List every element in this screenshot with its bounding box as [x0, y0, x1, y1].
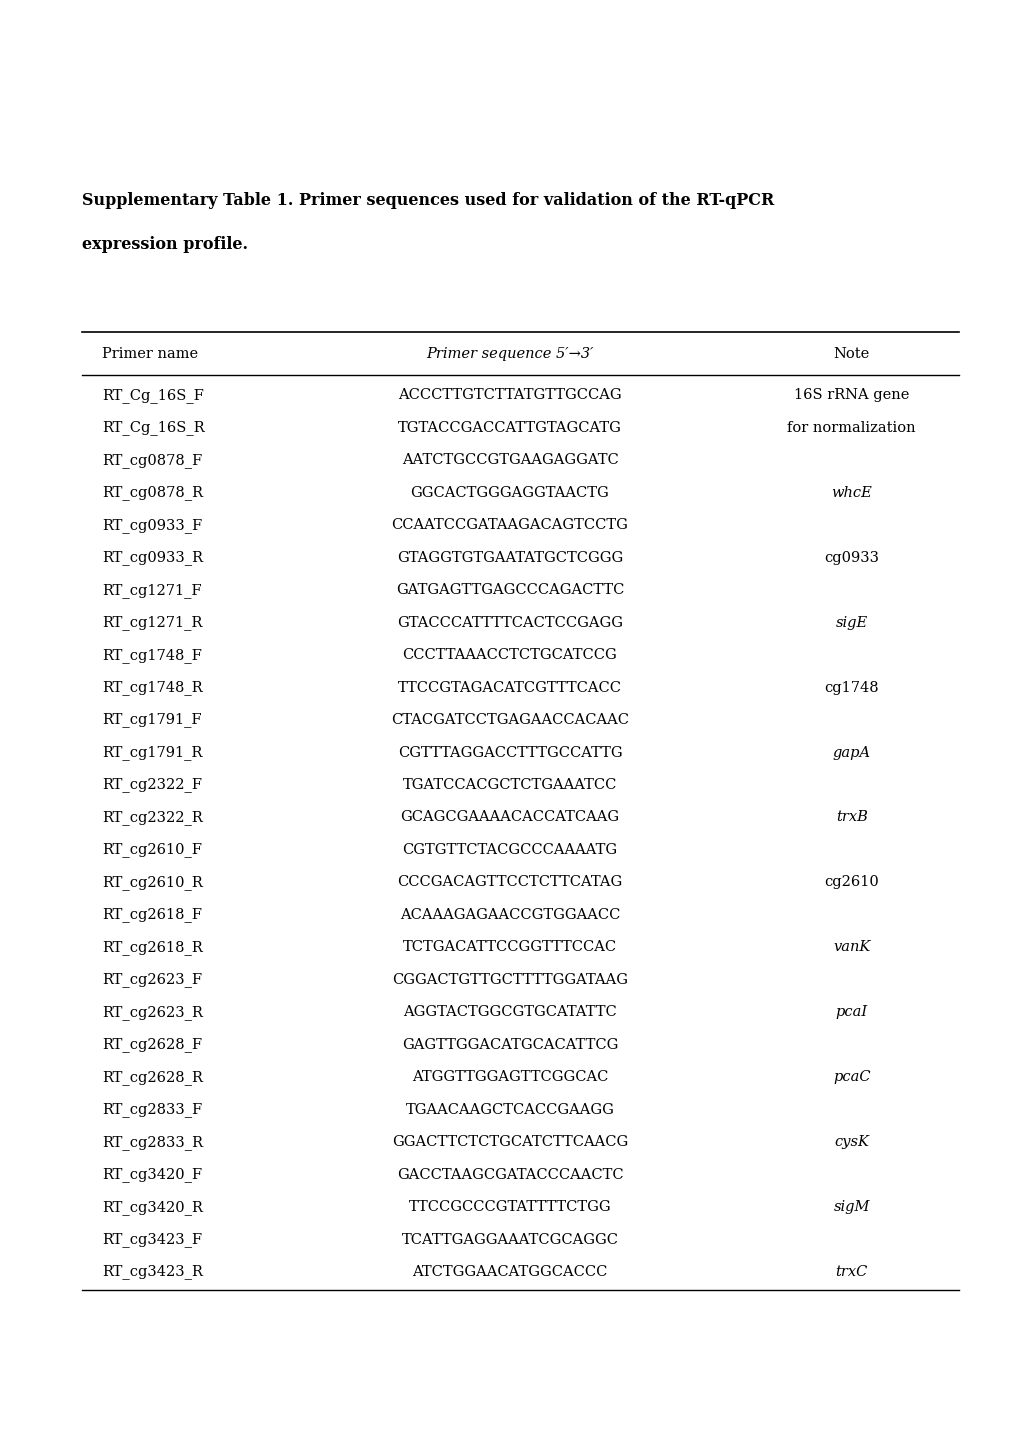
Text: trxC: trxC	[835, 1266, 867, 1278]
Text: expression profile.: expression profile.	[82, 235, 248, 253]
Text: for normalization: for normalization	[787, 421, 915, 434]
Text: whcE: whcE	[830, 486, 871, 499]
Text: vanK: vanK	[833, 941, 869, 954]
Text: RT_cg1271_F: RT_cg1271_F	[102, 583, 202, 597]
Text: TTCCGCCCGTATTTTCTGG: TTCCGCCCGTATTTTCTGG	[409, 1201, 610, 1214]
Text: RT_cg1791_F: RT_cg1791_F	[102, 713, 202, 727]
Text: GAGTTGGACATGCACATTCG: GAGTTGGACATGCACATTCG	[401, 1038, 618, 1052]
Text: ATGGTTGGAGTTCGGCAC: ATGGTTGGAGTTCGGCAC	[412, 1071, 607, 1084]
Text: TGATCCACGCTCTGAAATCC: TGATCCACGCTCTGAAATCC	[403, 778, 616, 792]
Text: GGCACTGGGAGGTAACTG: GGCACTGGGAGGTAACTG	[411, 486, 608, 499]
Text: CCCGACAGTTCCTCTTCATAG: CCCGACAGTTCCTCTTCATAG	[397, 876, 622, 889]
Text: gapA: gapA	[832, 746, 870, 759]
Text: TCTGACATTCCGGTTTCCAC: TCTGACATTCCGGTTTCCAC	[403, 941, 616, 954]
Text: AGGTACTGGCGTGCATATTC: AGGTACTGGCGTGCATATTC	[403, 1006, 616, 1019]
Text: trxB: trxB	[835, 811, 867, 824]
Text: sigM: sigM	[833, 1201, 869, 1214]
Text: GTACCCATTTTCACTCCGAGG: GTACCCATTTTCACTCCGAGG	[396, 616, 623, 629]
Text: RT_cg1791_R: RT_cg1791_R	[102, 745, 202, 760]
Text: GACCTAAGCGATACCCAACTC: GACCTAAGCGATACCCAACTC	[396, 1167, 623, 1182]
Text: RT_cg2833_F: RT_cg2833_F	[102, 1102, 202, 1117]
Text: RT_cg1748_R: RT_cg1748_R	[102, 680, 203, 696]
Text: 16S rRNA gene: 16S rRNA gene	[793, 388, 909, 403]
Text: RT_cg2322_F: RT_cg2322_F	[102, 778, 202, 792]
Text: ACCCTTGTCTTATGTTGCCAG: ACCCTTGTCTTATGTTGCCAG	[397, 388, 622, 403]
Text: Supplementary Table 1. Primer sequences used for validation of the RT-qPCR: Supplementary Table 1. Primer sequences …	[82, 192, 773, 209]
Text: RT_cg2628_F: RT_cg2628_F	[102, 1038, 202, 1052]
Text: cg0933: cg0933	[823, 551, 878, 564]
Text: CCAATCCGATAAGACAGTCCTG: CCAATCCGATAAGACAGTCCTG	[391, 518, 628, 532]
Text: GTAGGTGTGAATATGCTCGGG: GTAGGTGTGAATATGCTCGGG	[396, 551, 623, 564]
Text: pcaC: pcaC	[833, 1071, 869, 1084]
Text: RT_cg3423_R: RT_cg3423_R	[102, 1264, 203, 1280]
Text: RT_cg1271_R: RT_cg1271_R	[102, 615, 202, 631]
Text: RT_cg2833_R: RT_cg2833_R	[102, 1134, 203, 1150]
Text: cg1748: cg1748	[823, 681, 878, 694]
Text: RT_cg2628_R: RT_cg2628_R	[102, 1069, 203, 1085]
Text: RT_cg2610_F: RT_cg2610_F	[102, 843, 202, 857]
Text: GATGAGTTGAGCCCAGACTTC: GATGAGTTGAGCCCAGACTTC	[395, 583, 624, 597]
Text: CGTGTTCTACGCCCAAAATG: CGTGTTCTACGCCCAAAATG	[403, 843, 616, 857]
Text: CCCTTAAACCTCTGCATCCG: CCCTTAAACCTCTGCATCCG	[403, 648, 616, 662]
Text: cysK: cysK	[834, 1136, 868, 1149]
Text: RT_cg3420_R: RT_cg3420_R	[102, 1199, 203, 1215]
Text: TGTACCGACCATTGTAGCATG: TGTACCGACCATTGTAGCATG	[397, 421, 622, 434]
Text: Primer sequence 5′→3′: Primer sequence 5′→3′	[426, 346, 593, 361]
Text: TGAACAAGCTCACCGAAGG: TGAACAAGCTCACCGAAGG	[406, 1102, 613, 1117]
Text: Note: Note	[833, 346, 869, 361]
Text: RT_cg0933_F: RT_cg0933_F	[102, 518, 202, 532]
Text: RT_Cg_16S_F: RT_Cg_16S_F	[102, 388, 204, 403]
Text: RT_cg2610_R: RT_cg2610_R	[102, 874, 203, 890]
Text: RT_cg0933_R: RT_cg0933_R	[102, 550, 203, 566]
Text: ATCTGGAACATGGCACCC: ATCTGGAACATGGCACCC	[412, 1266, 607, 1278]
Text: RT_cg1748_F: RT_cg1748_F	[102, 648, 202, 662]
Text: CGTTTAGGACCTTTGCCATTG: CGTTTAGGACCTTTGCCATTG	[397, 746, 622, 759]
Text: RT_cg2623_F: RT_cg2623_F	[102, 973, 202, 987]
Text: RT_cg0878_F: RT_cg0878_F	[102, 453, 202, 468]
Text: RT_cg3423_F: RT_cg3423_F	[102, 1232, 202, 1247]
Text: CGGACTGTTGCTTTTGGATAAG: CGGACTGTTGCTTTTGGATAAG	[391, 973, 628, 987]
Text: RT_Cg_16S_R: RT_Cg_16S_R	[102, 420, 205, 436]
Text: RT_cg0878_R: RT_cg0878_R	[102, 485, 203, 501]
Text: GCAGCGAAAACACCATCAAG: GCAGCGAAAACACCATCAAG	[400, 811, 619, 824]
Text: sigE: sigE	[835, 616, 867, 629]
Text: cg2610: cg2610	[823, 876, 878, 889]
Text: RT_cg2618_R: RT_cg2618_R	[102, 939, 203, 955]
Text: Primer name: Primer name	[102, 346, 198, 361]
Text: RT_cg2623_R: RT_cg2623_R	[102, 1004, 203, 1020]
Text: RT_cg2618_F: RT_cg2618_F	[102, 908, 202, 922]
Text: ACAAAGAGAACCGTGGAACC: ACAAAGAGAACCGTGGAACC	[399, 908, 620, 922]
Text: TCATTGAGGAAATCGCAGGC: TCATTGAGGAAATCGCAGGC	[401, 1232, 618, 1247]
Text: GGACTTCTCTGCATCTTCAACG: GGACTTCTCTGCATCTTCAACG	[391, 1136, 628, 1149]
Text: TTCCGTAGACATCGTTTCACC: TTCCGTAGACATCGTTTCACC	[397, 681, 622, 694]
Text: pcaI: pcaI	[835, 1006, 867, 1019]
Text: RT_cg3420_F: RT_cg3420_F	[102, 1167, 202, 1182]
Text: RT_cg2322_R: RT_cg2322_R	[102, 810, 203, 825]
Text: AATCTGCCGTGAAGAGGATC: AATCTGCCGTGAAGAGGATC	[401, 453, 618, 468]
Text: CTACGATCCTGAGAACCACAAC: CTACGATCCTGAGAACCACAAC	[390, 713, 629, 727]
